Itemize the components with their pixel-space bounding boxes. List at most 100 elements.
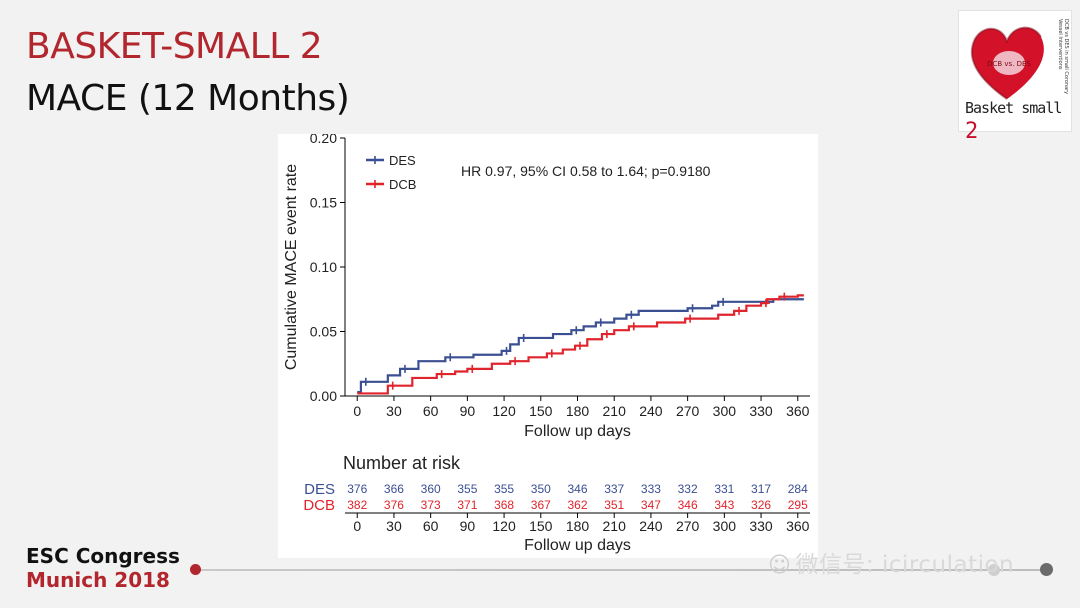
risk-value: 355 [457, 482, 477, 496]
footer-divider [196, 569, 1048, 571]
censor-mark [361, 377, 370, 386]
risk-value: 376 [347, 482, 367, 496]
risk-value: 284 [788, 482, 808, 496]
footer-dot-red [190, 564, 201, 575]
logo-side-text: DCB vs DES in small Coronary Vessel Inte… [1057, 19, 1069, 95]
risk-value: 350 [531, 482, 551, 496]
x-tick-label: 210 [603, 403, 627, 419]
risk-value: 382 [347, 498, 367, 512]
risk-value: 343 [714, 498, 734, 512]
risk-x-tick-label: 30 [386, 518, 402, 534]
legend-label-des: DES [389, 153, 416, 168]
risk-value: 332 [678, 482, 698, 496]
censor-mark [780, 292, 789, 301]
risk-table-title: Number at risk [343, 453, 461, 473]
censor-mark [686, 314, 695, 323]
wechat-icon: ☺ [768, 553, 792, 578]
censor-mark [547, 349, 556, 358]
x-tick-label: 330 [749, 403, 773, 419]
risk-x-tick-label: 150 [529, 518, 553, 534]
footer-dot-dark [1040, 563, 1053, 576]
risk-x-tick-label: 0 [353, 518, 361, 534]
censor-mark [627, 310, 636, 319]
censor-mark [602, 330, 611, 339]
risk-value: 371 [457, 498, 477, 512]
series-line-dcb [357, 294, 804, 395]
x-tick-label: 120 [492, 403, 516, 419]
censor-mark [511, 357, 520, 366]
risk-value: 326 [751, 498, 771, 512]
risk-value: 317 [751, 482, 771, 496]
x-tick-label: 240 [639, 403, 663, 419]
risk-value: 355 [494, 482, 514, 496]
x-tick-label: 180 [566, 403, 590, 419]
y-tick-label: 0.05 [310, 324, 337, 340]
risk-x-tick-label: 60 [423, 518, 439, 534]
risk-value: 346 [678, 498, 698, 512]
risk-value: 366 [384, 482, 404, 496]
risk-value: 362 [567, 498, 587, 512]
risk-value: 351 [604, 498, 624, 512]
risk-value: 333 [641, 482, 661, 496]
heart-text: DCB vs. DES [987, 60, 1031, 68]
risk-x-tick-label: 240 [639, 518, 663, 534]
x-tick-label: 360 [786, 403, 810, 419]
censor-mark [572, 326, 581, 335]
risk-value: 337 [604, 482, 624, 496]
censor-mark [437, 370, 446, 379]
x-tick-label: 0 [353, 403, 361, 419]
risk-x-tick-label: 210 [603, 518, 627, 534]
legend-marker [371, 180, 379, 188]
slide-title: BASKET-SMALL 2 [26, 26, 323, 67]
risk-value: 360 [421, 482, 441, 496]
censor-mark [688, 304, 697, 313]
footer-location: Munich 2018 [26, 568, 170, 592]
hr-annotation: HR 0.97, 95% CI 0.58 to 1.64; p=0.9180 [461, 163, 711, 179]
risk-value: 376 [384, 498, 404, 512]
x-tick-label: 90 [460, 403, 476, 419]
x-tick-label: 60 [423, 403, 439, 419]
y-axis-label: Cumulative MACE event rate [283, 164, 300, 370]
slide-subtitle: MACE (12 Months) [26, 78, 350, 119]
km-chart: 0.00 0.05 0.10 0.15 0.20 0 30 60 90 120 150 180 210 2… [283, 134, 810, 554]
censor-mark [735, 306, 744, 315]
censor-mark [400, 364, 409, 373]
y-tick-label: 0.10 [310, 259, 337, 275]
censor-mark [596, 318, 605, 327]
y-tick-label: 0.15 [310, 195, 337, 211]
logo-label-number: 2 [965, 119, 978, 144]
x-tick-label: 270 [676, 403, 700, 419]
basket-small-logo: DCB vs. DES DCB vs DES in small Coronary… [958, 10, 1072, 144]
x-axis-label: Follow up days [524, 423, 631, 440]
censor-mark [761, 299, 770, 308]
risk-x-tick-label: 300 [713, 518, 737, 534]
watermark-text: 微信号: icirculation [795, 552, 1015, 578]
censor-mark [575, 341, 584, 350]
footer-dot-light [988, 564, 1000, 576]
risk-row-label-dcb: DCB [303, 497, 335, 514]
censor-mark [719, 297, 728, 306]
censor-mark [629, 322, 638, 331]
risk-x-tick-label: 360 [786, 518, 810, 534]
legend-marker [371, 156, 379, 164]
risk-value: 347 [641, 498, 661, 512]
y-tick-label: 0.00 [310, 388, 337, 404]
logo-label-main: Basket small [965, 99, 1062, 117]
x-tick-label: 300 [713, 403, 737, 419]
y-tick-label: 0.20 [310, 134, 337, 146]
risk-value: 368 [494, 498, 514, 512]
censor-mark [388, 381, 397, 390]
risk-x-tick-label: 120 [492, 518, 516, 534]
risk-row-label-des: DES [304, 481, 335, 498]
risk-value: 367 [531, 498, 551, 512]
heart-icon: DCB vs. DES [970, 26, 1044, 100]
risk-x-tick-label: 270 [676, 518, 700, 534]
watermark: ☺ 微信号: icirculation [768, 545, 1014, 579]
legend-label-dcb: DCB [389, 177, 416, 192]
censor-mark [519, 333, 528, 342]
risk-x-tick-label: 180 [566, 518, 590, 534]
risk-value: 331 [714, 482, 734, 496]
x-tick-label: 30 [386, 403, 402, 419]
censor-mark [468, 364, 477, 373]
risk-x-tick-label: 330 [749, 518, 773, 534]
